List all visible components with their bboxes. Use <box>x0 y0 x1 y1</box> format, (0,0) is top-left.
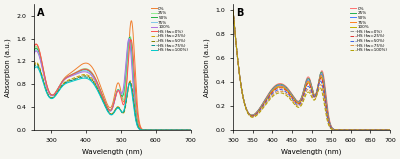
Y-axis label: Absorption (a.u.): Absorption (a.u.) <box>4 38 11 97</box>
X-axis label: Wavelength (nm): Wavelength (nm) <box>82 148 142 155</box>
Text: B: B <box>236 8 244 18</box>
Y-axis label: Absorption (a.u.): Absorption (a.u.) <box>204 38 210 97</box>
Legend: 0%, 25%, 50%, 75%, 100%, HS (fw=0%), HS (fw=25%), HS (fw=50%), HS (fw=75%), HS (: 0%, 25%, 50%, 75%, 100%, HS (fw=0%), HS … <box>150 6 188 53</box>
X-axis label: Wavelength (nm): Wavelength (nm) <box>281 148 342 155</box>
Legend: 0%, 25%, 50%, 75%, 100%, HS (fw=0%), HS (fw=25%), HS (fw=50%), HS (fw=75%), HS (: 0%, 25%, 50%, 75%, 100%, HS (fw=0%), HS … <box>350 6 388 53</box>
Text: A: A <box>37 8 44 18</box>
